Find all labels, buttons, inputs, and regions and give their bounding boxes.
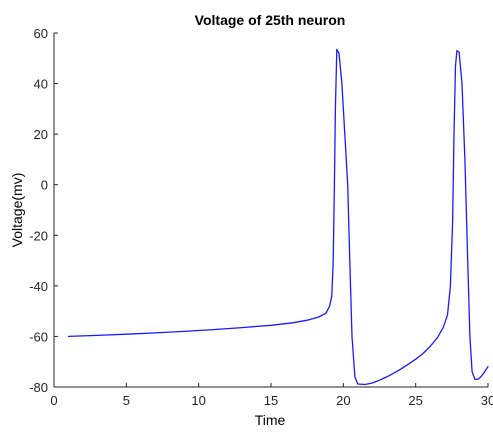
y-tick-label: -20 — [29, 228, 48, 243]
x-tick-label: 25 — [408, 393, 422, 408]
y-axis-label: Voltage(mv) — [9, 173, 25, 248]
y-tick-label: -80 — [29, 380, 48, 395]
x-tick-label: 30 — [481, 393, 493, 408]
x-axis-label: Time — [255, 412, 286, 428]
y-tick-label: 20 — [34, 127, 48, 142]
x-tick-label: 0 — [50, 393, 57, 408]
y-tick-label: -40 — [29, 279, 48, 294]
y-tick-label: 40 — [34, 77, 48, 92]
y-tick-label: -60 — [29, 329, 48, 344]
x-tick-label: 20 — [336, 393, 350, 408]
axis-ticks: 0 5 10 15 20 25 30 -80 -60 -40 -20 0 20 40 60 — [29, 26, 493, 408]
plot-background — [54, 33, 488, 387]
y-tick-label: 60 — [34, 26, 48, 41]
chart-title: Voltage of 25th neuron — [195, 12, 346, 28]
x-tick-label: 15 — [264, 393, 278, 408]
x-tick-label: 5 — [123, 393, 130, 408]
plot-area — [53, 33, 488, 388]
series-group — [67, 48, 489, 386]
y-tick-label: 0 — [41, 178, 48, 193]
x-tick-label: 10 — [191, 393, 205, 408]
voltage-series-line — [67, 48, 489, 386]
